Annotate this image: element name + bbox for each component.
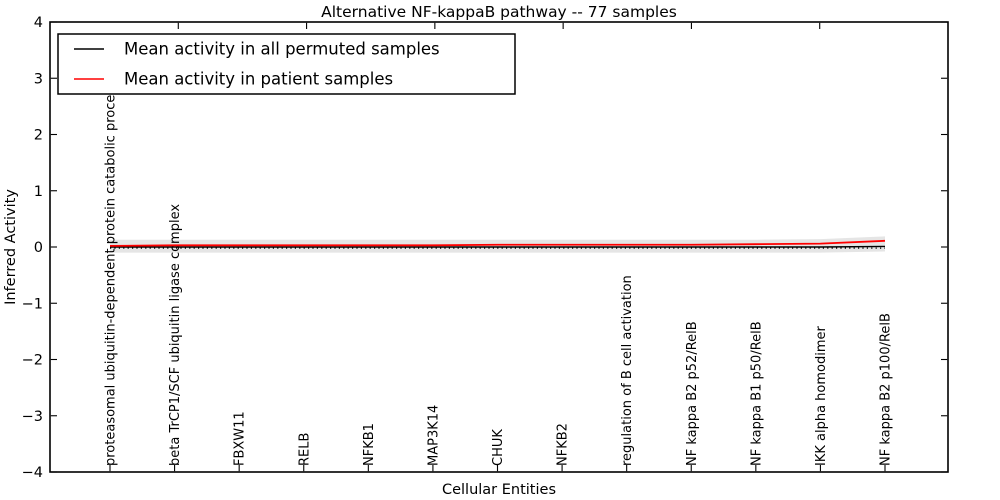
axes-border xyxy=(49,21,949,473)
y-tick-label: 2 xyxy=(34,128,43,144)
x-tick-label: NF kappa B2 p100/RelB xyxy=(879,313,894,466)
legend-label-permuted: Mean activity in all permuted samples xyxy=(124,40,440,59)
legend-box xyxy=(57,33,516,95)
x-tick-label: proteasomal ubiquitin-dependent protein … xyxy=(104,81,119,466)
x-tick-label: RELB xyxy=(297,433,312,466)
chart-title: Alternative NF-kappaB pathway -- 77 samp… xyxy=(321,3,677,21)
y-tick-label: −3 xyxy=(22,409,43,425)
y-tick-label: 3 xyxy=(34,71,43,87)
x-tick-label: NFKB1 xyxy=(362,423,377,466)
series-line-2 xyxy=(109,239,886,247)
x-tick-label: beta TrCP1/SCF ubiquitin ligase complex xyxy=(168,204,183,466)
y-tick-label: 0 xyxy=(34,240,43,256)
legend-label-patient: Mean activity in patient samples xyxy=(124,70,393,89)
x-tick-label: NF kappa B2 p52/RelB xyxy=(685,321,700,466)
y-tick-label: −1 xyxy=(22,296,43,312)
legend: Mean activity in all permuted samples Me… xyxy=(57,33,516,95)
x-tick-label: NFKB2 xyxy=(556,423,571,466)
y-tick-label: −2 xyxy=(22,353,43,369)
x-tick-label: CHUK xyxy=(491,429,506,466)
y-tick-label: −4 xyxy=(22,465,43,481)
y-tick-label: 1 xyxy=(34,184,43,200)
plot-area: proteasomal ubiquitin-dependent protein … xyxy=(22,15,948,481)
series-line-0 xyxy=(110,245,886,248)
x-tick-label: NF kappa B1 p50/RelB xyxy=(749,321,764,466)
x-axis-label: Cellular Entities xyxy=(442,482,556,498)
x-tick-label: regulation of B cell activation xyxy=(620,275,635,466)
x-tick-label: IKK alpha homodimer xyxy=(814,325,829,466)
y-axis-label: Inferred Activity xyxy=(3,189,19,305)
y-tick-label: 4 xyxy=(34,15,43,31)
x-tick-label: MAP3K14 xyxy=(426,405,441,466)
x-tick-label: FBXW11 xyxy=(233,411,248,466)
